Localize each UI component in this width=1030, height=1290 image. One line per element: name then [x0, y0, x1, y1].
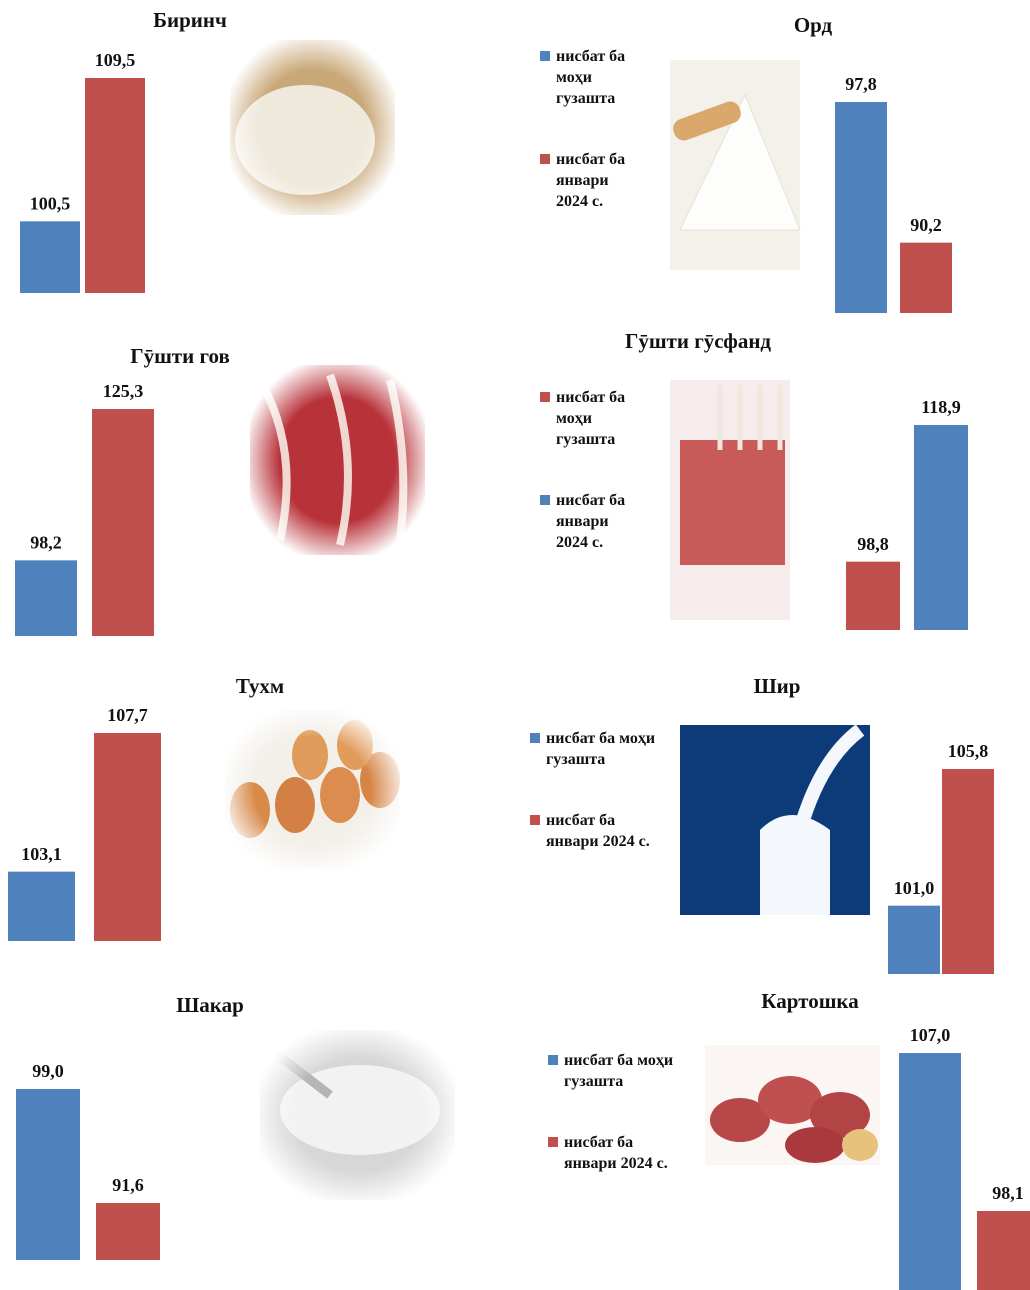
- value-label: 100,5: [30, 193, 71, 213]
- value-label: 98,8: [857, 534, 889, 554]
- bar: [977, 1211, 1030, 1290]
- bar: [835, 102, 887, 313]
- bar: [846, 561, 900, 630]
- legend-key: [540, 154, 550, 164]
- legend-key: [540, 51, 550, 61]
- chart-title: Картошка: [761, 989, 859, 1013]
- bar: [92, 409, 154, 636]
- legend-item: нисбат ба моҳи гузашта: [530, 728, 660, 770]
- bar: [15, 560, 77, 636]
- legend-key: [530, 815, 540, 825]
- legend-key: [540, 392, 550, 402]
- food-image: [250, 365, 425, 555]
- food-image: [670, 60, 801, 270]
- chart-title: Тухм: [236, 674, 284, 698]
- chart-title: Биринч: [153, 8, 227, 32]
- legend: нисбат ба моҳи гузашта нисбат ба январи 2…: [540, 387, 635, 593]
- legend: нисбат ба моҳи гузашта нисбат ба январи 2…: [540, 46, 635, 252]
- chart-title: Орд: [794, 13, 833, 37]
- food-image: [680, 724, 870, 915]
- legend-item: нисбат ба моҳи гузашта: [540, 46, 635, 109]
- bar: [888, 905, 940, 974]
- legend-label: нисбат ба январи 2024 с.: [556, 151, 626, 210]
- food-image: [705, 1045, 880, 1165]
- legend-item: нисбат ба январи 2024 с.: [530, 810, 660, 852]
- bar: [16, 1089, 80, 1260]
- food-image: [230, 40, 395, 215]
- legend-item: нисбат ба моҳи гузашта: [548, 1050, 688, 1092]
- food-image: [225, 710, 400, 870]
- bar: [20, 221, 80, 293]
- food-image: [260, 1030, 455, 1200]
- value-label: 97,8: [845, 74, 877, 94]
- value-label: 103,1: [21, 844, 62, 864]
- value-label: 107,7: [107, 705, 148, 725]
- bar: [914, 425, 968, 630]
- food-image: [670, 380, 790, 620]
- legend-label: нисбат ба январи 2024 с.: [564, 1134, 668, 1172]
- chart-title: Шир: [754, 674, 801, 698]
- legend-label: нисбат ба моҳи гузашта: [564, 1052, 674, 1090]
- bar: [96, 1203, 160, 1260]
- value-label: 125,3: [103, 381, 144, 401]
- legend-label: нисбат ба моҳи гузашта: [556, 48, 626, 107]
- chart-title: Гӯшти гӯсфанд: [625, 329, 771, 353]
- bar: [85, 78, 145, 293]
- legend-item: нисбат ба январи 2024 с.: [548, 1132, 688, 1174]
- value-label: 90,2: [910, 215, 942, 235]
- bar: [899, 1053, 961, 1290]
- legend-key: [530, 733, 540, 743]
- bar: [942, 769, 994, 974]
- legend-key: [548, 1137, 558, 1147]
- bar: [900, 242, 952, 313]
- chart-title: Гӯшти гов: [130, 344, 230, 368]
- value-label: 91,6: [112, 1175, 144, 1195]
- value-label: 98,2: [30, 532, 62, 552]
- legend: нисбат ба моҳи гузашта нисбат ба январи 2…: [530, 728, 660, 892]
- legend-label: нисбат ба январи 2024 с.: [556, 492, 626, 551]
- chart-title: Шакар: [176, 993, 244, 1017]
- legend-key: [540, 495, 550, 505]
- legend-label: нисбат ба моҳи гузашта: [546, 730, 656, 768]
- legend-label: нисбат ба январи 2024 с.: [546, 812, 650, 850]
- bar: [8, 871, 75, 941]
- value-label: 109,5: [95, 50, 136, 70]
- legend-item: нисбат ба январи 2024 с.: [540, 149, 635, 212]
- legend: нисбат ба моҳи гузашта нисбат ба январи 2…: [548, 1050, 688, 1214]
- legend-key: [548, 1055, 558, 1065]
- legend-item: нисбат ба январи 2024 с.: [540, 490, 635, 553]
- bar: [94, 733, 161, 941]
- value-label: 118,9: [921, 397, 961, 417]
- value-label: 99,0: [32, 1061, 64, 1081]
- value-label: 98,1: [992, 1183, 1024, 1203]
- legend-label: нисбат ба моҳи гузашта: [556, 389, 626, 448]
- value-label: 105,8: [948, 741, 989, 761]
- value-label: 107,0: [910, 1025, 951, 1045]
- legend-item: нисбат ба моҳи гузашта: [540, 387, 635, 450]
- value-label: 101,0: [894, 878, 935, 898]
